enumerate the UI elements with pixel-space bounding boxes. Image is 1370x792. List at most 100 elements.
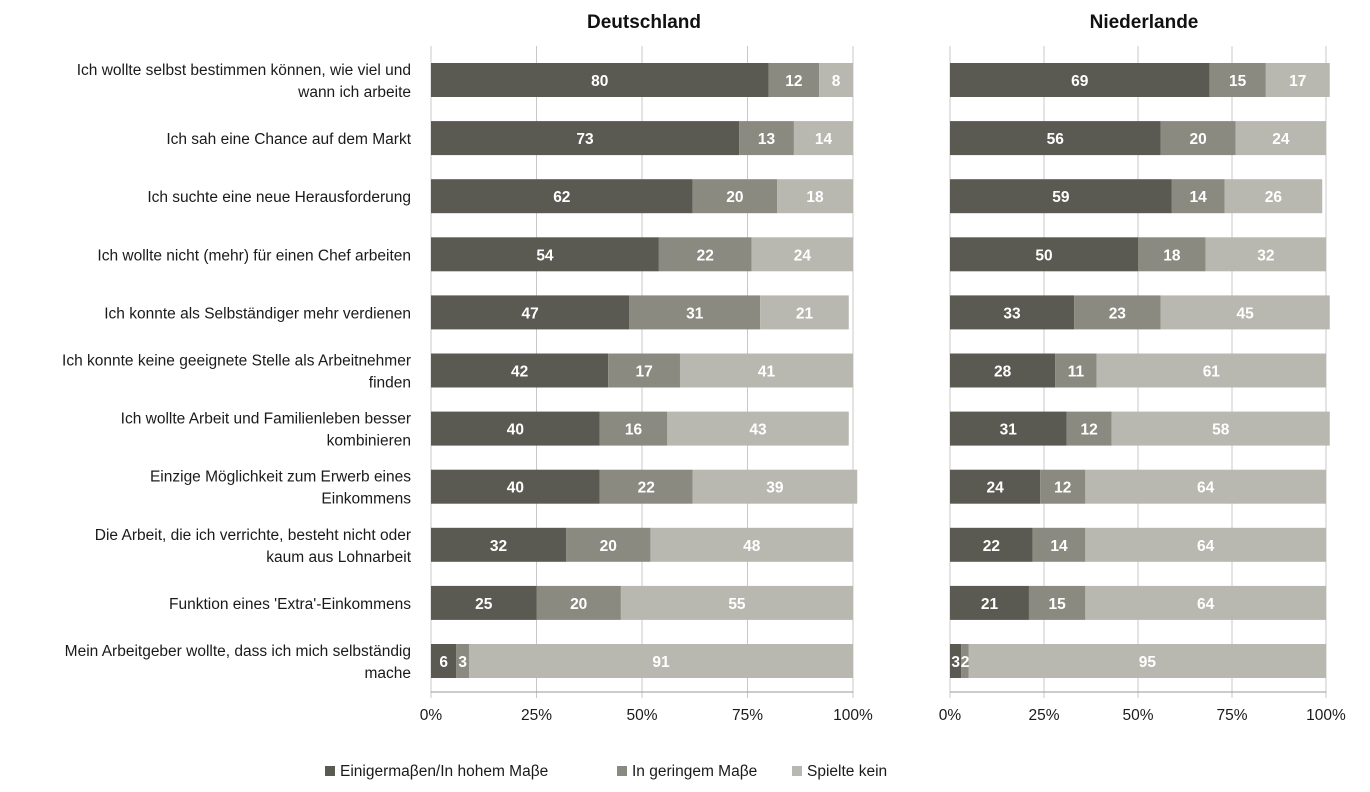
- x-tick-label: 50%: [1122, 707, 1153, 724]
- bars: [431, 63, 1330, 678]
- legend-label: In geringem Maβe: [632, 763, 757, 780]
- category-label: Ich konnte als Selbständiger mehr verdie…: [104, 305, 411, 322]
- axes: 0% 25% 50% 75% 100% 0% 25% 50% 75% 100%: [420, 691, 1346, 724]
- x-tick-label: 50%: [626, 707, 657, 724]
- x-tick-label: 25%: [1028, 707, 1059, 724]
- bar-value-label: 3: [458, 654, 467, 671]
- bar-segment: [950, 295, 1075, 330]
- bar-value-label: 31: [1000, 422, 1018, 439]
- bar-value-label: 18: [1163, 247, 1181, 264]
- x-tick-label: 75%: [1216, 707, 1247, 724]
- bar-segment: [950, 121, 1161, 156]
- bar-segment: [950, 585, 1029, 620]
- bar-value-label: 32: [1257, 247, 1274, 264]
- bar-value-label: 95: [1139, 654, 1157, 671]
- bar-value-label: 54: [536, 247, 554, 264]
- category-label-line: Ich konnte als Selbständiger mehr verdie…: [104, 305, 411, 322]
- bar-segment: [1066, 411, 1112, 446]
- bar-segment: [1040, 469, 1086, 504]
- bar-value-label: 22: [697, 247, 714, 264]
- bar-segment: [968, 644, 1326, 678]
- bar-segment: [431, 121, 740, 156]
- bar-segment: [950, 411, 1067, 446]
- bar-value-label: 41: [758, 364, 776, 381]
- x-tick-label: 0%: [420, 707, 443, 724]
- bar-segment: [1209, 63, 1266, 97]
- legend-label: Spielte kein: [807, 763, 887, 780]
- bar-segment: [739, 121, 794, 156]
- bar-segment: [431, 644, 457, 678]
- bar-segment: [793, 121, 853, 156]
- category-label-line: kombinieren: [327, 433, 411, 450]
- bar-segment: [692, 469, 858, 504]
- bar-segment: [1085, 527, 1326, 562]
- bar-segment: [431, 295, 630, 330]
- bar-segment: [608, 353, 680, 388]
- bar-segment: [599, 411, 668, 446]
- bar-segment: [961, 644, 969, 678]
- category-label-line: Ich wollte nicht (mehr) für einen Chef a…: [97, 247, 411, 264]
- category-labels: Ich wollte selbst bestimmen können, wie …: [62, 62, 412, 682]
- category-label-line: Ich sah eine Chance auf dem Markt: [166, 131, 411, 148]
- category-label: Ich wollte selbst bestimmen können, wie …: [77, 62, 411, 101]
- bar-value-label: 56: [1047, 131, 1065, 148]
- category-label-line: mache: [364, 665, 411, 682]
- category-label-line: Die Arbeit, die ich verrichte, besteht n…: [95, 527, 411, 544]
- bar-value-label: 59: [1052, 189, 1070, 206]
- bar-value-label: 21: [981, 596, 999, 613]
- bar-value-label: 28: [994, 364, 1012, 381]
- bar-value-label: 73: [576, 131, 594, 148]
- bar-segment: [777, 179, 853, 214]
- bar-value-label: 8: [832, 73, 841, 90]
- bar-value-label: 3: [951, 654, 960, 671]
- category-label-line: wann ich arbeite: [297, 84, 411, 101]
- bar-value-label: 21: [796, 305, 814, 322]
- category-label: Funktion eines 'Extra'-Einkommens: [169, 596, 411, 613]
- category-label-line: Ich wollte Arbeit und Familienleben bess…: [121, 411, 411, 428]
- bar-value-label: 12: [1080, 422, 1097, 439]
- bar-value-label: 64: [1197, 538, 1215, 555]
- bar-segment: [1160, 295, 1330, 330]
- bar-value-label: 24: [794, 247, 812, 264]
- bar-segment: [950, 63, 1210, 97]
- bar-value-label: 20: [1190, 131, 1207, 148]
- bar-value-label: 25: [475, 596, 493, 613]
- bar-value-label: 2: [961, 654, 970, 671]
- bar-value-label: 16: [625, 422, 643, 439]
- bar-segment: [431, 63, 769, 97]
- category-label-line: kaum aus Lohnarbeit: [266, 549, 411, 566]
- bar-segment: [1235, 121, 1326, 156]
- bar-segment: [620, 585, 853, 620]
- panel-title: Niederlande: [1090, 12, 1199, 33]
- bar-segment: [1160, 121, 1236, 156]
- bar-segment: [819, 63, 853, 97]
- bar-segment: [536, 585, 621, 620]
- x-tick-label: 100%: [1306, 707, 1346, 724]
- bar-value-label: 22: [638, 480, 655, 497]
- bar-segment: [950, 179, 1172, 214]
- bar-segment: [468, 644, 853, 678]
- category-label: Ich suchte eine neue Herausforderung: [147, 189, 411, 206]
- bar-value-label: 48: [743, 538, 761, 555]
- bar-value-label: 55: [728, 596, 746, 613]
- bar-value-label: 12: [785, 73, 802, 90]
- bar-value-label: 23: [1109, 305, 1127, 322]
- bar-segment: [667, 411, 849, 446]
- bar-value-label: 61: [1203, 364, 1221, 381]
- category-label: Ich wollte nicht (mehr) für einen Chef a…: [97, 247, 411, 264]
- category-label: Mein Arbeitgeber wollte, dass ich mich s…: [65, 643, 411, 682]
- bar-segment: [692, 179, 778, 214]
- bar-value-label: 45: [1237, 305, 1255, 322]
- bar-segment: [950, 237, 1138, 272]
- bar-value-label: 43: [749, 422, 767, 439]
- bar-segment: [1055, 353, 1097, 388]
- panel-title: Deutschland: [587, 12, 701, 33]
- bar-value-label: 18: [806, 189, 824, 206]
- bar-value-label: 20: [570, 596, 587, 613]
- x-tick-label: 100%: [833, 707, 873, 724]
- bar-segment: [431, 469, 600, 504]
- x-tick-label: 75%: [732, 707, 763, 724]
- bar-segment: [1096, 353, 1326, 388]
- bar-segment: [1265, 63, 1330, 97]
